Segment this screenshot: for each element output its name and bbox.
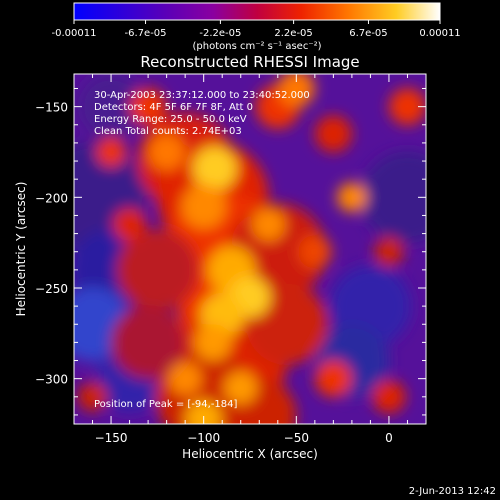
- heatmap-blob: [314, 115, 352, 153]
- heatmap-blob: [116, 229, 199, 311]
- x-tick-label: −100: [187, 431, 220, 445]
- colorbar-tick-label: -0.00011: [52, 28, 97, 39]
- x-axis-label: Heliocentric X (arcsec): [182, 447, 318, 461]
- y-tick-label: −300: [35, 373, 68, 387]
- x-axis-ticks: −150 −100 −50 0: [92, 74, 427, 445]
- heatmap-blob: [77, 74, 145, 140]
- annotation-time: 30-Apr-2003 23:37:12.000 to 23:40:52.000: [94, 90, 310, 101]
- heatmap-blob: [361, 151, 426, 244]
- heatmap-blob: [374, 236, 404, 267]
- heatmap-blob: [112, 207, 147, 242]
- annotation-peak: Position of Peak = [-94,-184]: [94, 399, 238, 410]
- heatmap-blob: [96, 137, 126, 167]
- colorbar-tick-label: 0.00011: [419, 28, 460, 39]
- y-tick-label: −150: [35, 101, 68, 115]
- chart-title: Reconstructed RHESSI Image: [140, 53, 359, 71]
- heatmap-blob: [388, 88, 426, 126]
- heatmap-blob: [337, 182, 367, 213]
- colorbar-tick-label: -2.2e-05: [199, 28, 241, 39]
- annotation-clean: Clean Total counts: 2.74E+03: [94, 126, 242, 137]
- heatmap-blob: [277, 74, 315, 108]
- heatmap-blob: [192, 146, 238, 191]
- heatmap-blob: [224, 371, 258, 405]
- heatmap-blob: [372, 380, 406, 414]
- heatmap-blob: [148, 133, 186, 171]
- plot-frame: [73, 73, 427, 425]
- heatmap-blob: [194, 323, 232, 361]
- heatmap-blob: [129, 88, 167, 126]
- colorbar-tick-label: 6.7e-05: [349, 28, 387, 39]
- colorbar-ticks: -0.00011 -6.7e-05 -2.2e-05 2.2e-05 6.7e-05 0.…: [52, 20, 461, 39]
- heatmap-blob: [298, 235, 332, 269]
- heatmap: [74, 74, 426, 424]
- heatmap-blob: [251, 207, 286, 242]
- colorbar-tick-label: 2.2e-05: [274, 28, 312, 39]
- heatmap-blob: [77, 381, 108, 412]
- colorbar-tick-label: -6.7e-05: [125, 28, 167, 39]
- x-tick-label: 0: [385, 431, 393, 445]
- annotation-detectors: Detectors: 4F 5F 6F 7F 8F, Att 0: [94, 102, 253, 113]
- colorbar: [73, 2, 441, 21]
- heatmap-blob: [314, 360, 352, 398]
- heatmap-blob: [185, 400, 223, 424]
- heatmap-blob: [111, 305, 186, 380]
- heatmap-blob: [168, 361, 202, 396]
- heatmap-blob: [181, 184, 226, 229]
- y-tick-label: −200: [35, 191, 68, 205]
- y-axis-label: Heliocentric Y (arcsec): [14, 182, 28, 317]
- x-tick-label: −150: [95, 431, 128, 445]
- x-tick-label: −50: [284, 431, 309, 445]
- footer-date: 2-Jun-2013 12:42: [409, 486, 496, 497]
- colorbar-units: (photons cm⁻² s⁻¹ asec⁻²): [192, 41, 321, 52]
- annotation-energy: Energy Range: 25.0 - 50.0 keV: [94, 114, 247, 125]
- y-tick-label: −250: [35, 282, 68, 296]
- y-axis-ticks: −150 −200 −250 −300: [35, 88, 426, 416]
